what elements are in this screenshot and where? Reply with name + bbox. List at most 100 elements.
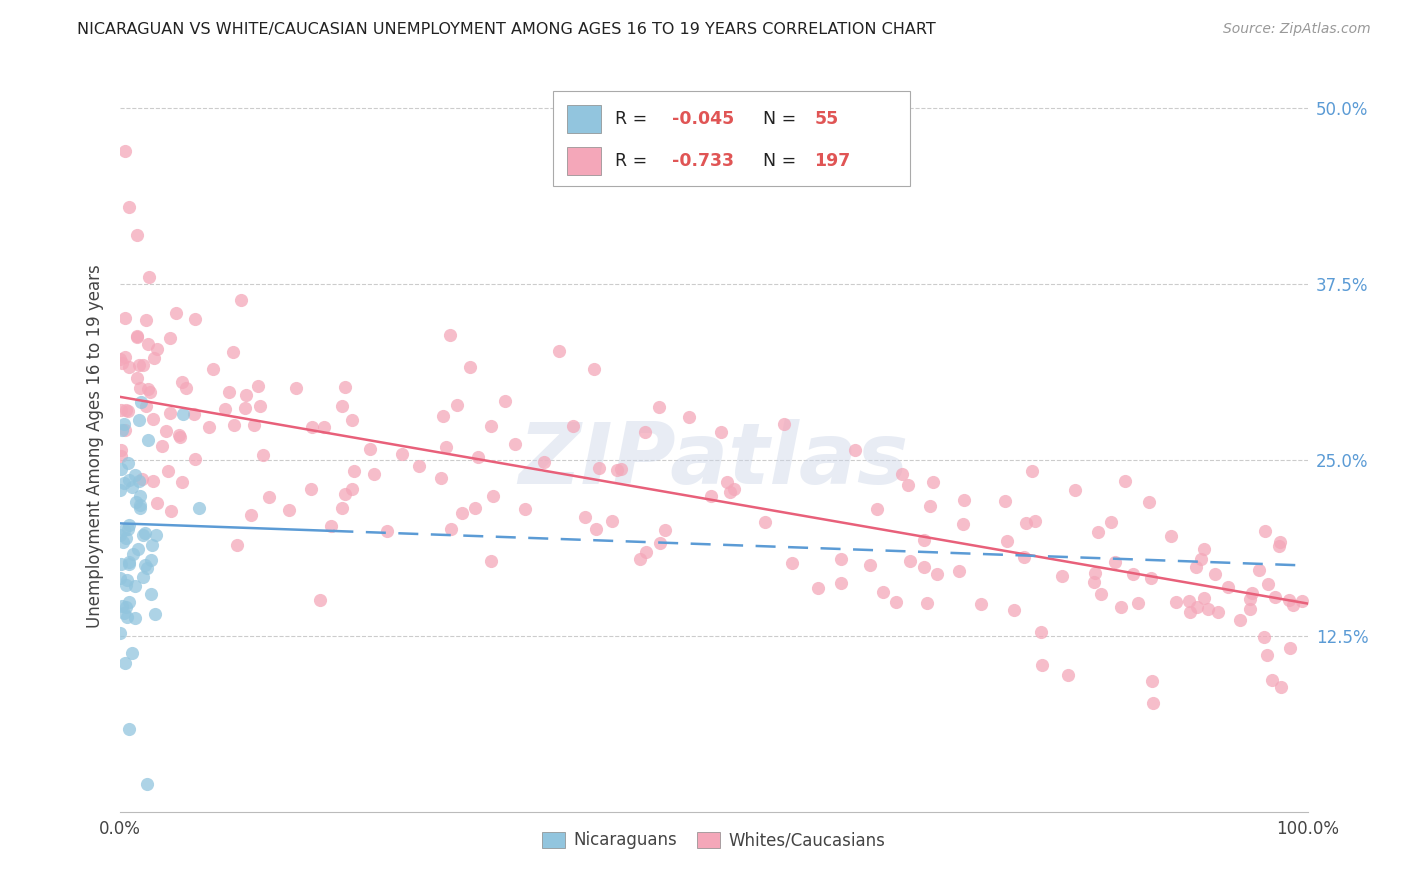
Point (1192, 542, 1215, 557)
Point (114, 423, 136, 437)
Point (1267, 540, 1289, 554)
Point (111, 599, 134, 613)
Point (108, 528, 131, 542)
Point (1257, 576, 1279, 591)
Point (127, 227, 149, 242)
Legend: Nicaraguans, Whites/Caucasians: Nicaraguans, Whites/Caucasians (534, 825, 893, 856)
Point (1254, 524, 1277, 538)
Point (183, 407, 205, 421)
Point (891, 467, 914, 481)
Point (124, 579, 146, 593)
Point (343, 464, 366, 478)
Point (118, 517, 141, 532)
Point (723, 482, 745, 496)
Point (233, 401, 256, 415)
Point (201, 362, 224, 376)
Point (108, 571, 131, 585)
Point (922, 475, 945, 490)
Point (439, 327, 461, 342)
Point (432, 409, 454, 423)
Point (1291, 593, 1313, 607)
FancyBboxPatch shape (568, 147, 600, 175)
Point (117, 404, 139, 418)
Point (218, 385, 240, 400)
Point (112, 417, 135, 432)
Point (285, 381, 308, 395)
Point (172, 475, 194, 490)
Point (1160, 529, 1182, 543)
Point (1104, 555, 1126, 569)
Point (114, 144, 136, 158)
Point (1087, 524, 1109, 539)
Point (172, 407, 194, 421)
Point (139, 553, 162, 567)
Point (1137, 495, 1160, 509)
Point (115, 600, 138, 615)
Point (654, 523, 676, 537)
Point (299, 483, 322, 497)
Point (114, 350, 136, 364)
Point (1277, 592, 1299, 607)
Point (321, 519, 343, 533)
Point (1050, 568, 1073, 582)
Point (1012, 549, 1035, 564)
Point (139, 587, 162, 601)
Point (115, 609, 138, 624)
Point (1253, 630, 1275, 644)
Point (1031, 658, 1053, 673)
Point (1140, 570, 1163, 584)
Point (138, 336, 160, 351)
Point (242, 418, 264, 433)
Point (312, 419, 335, 434)
Point (136, 434, 159, 448)
Point (807, 582, 830, 596)
Point (606, 463, 628, 477)
Point (648, 401, 671, 415)
Point (115, 577, 138, 591)
Point (515, 502, 537, 516)
Point (1164, 594, 1187, 608)
Point (994, 493, 1017, 508)
Point (125, 371, 148, 385)
Point (1114, 475, 1136, 489)
Point (1229, 614, 1251, 628)
Point (391, 447, 413, 461)
Point (363, 467, 385, 482)
Point (1197, 602, 1219, 616)
Point (1142, 696, 1164, 710)
Point (127, 541, 149, 556)
Point (375, 524, 398, 538)
Point (609, 462, 631, 476)
Point (1261, 673, 1284, 688)
Point (1021, 464, 1043, 478)
Point (330, 399, 353, 413)
Point (134, 526, 156, 541)
Point (308, 593, 330, 607)
Point (118, 473, 141, 487)
Point (866, 501, 889, 516)
Point (1185, 600, 1208, 615)
Point (1126, 595, 1149, 609)
Point (141, 538, 163, 552)
Text: R =: R = (614, 152, 652, 169)
Point (114, 310, 136, 325)
Point (128, 498, 150, 512)
Point (451, 506, 474, 520)
Point (1084, 566, 1107, 580)
Text: R =: R = (614, 110, 652, 128)
Point (121, 547, 143, 561)
Point (129, 500, 152, 515)
Point (128, 381, 150, 395)
Point (138, 270, 160, 285)
Point (440, 522, 463, 536)
Point (948, 564, 970, 578)
Point (446, 398, 468, 412)
Point (142, 411, 165, 425)
Point (479, 418, 502, 433)
Point (110, 449, 132, 463)
Point (125, 329, 148, 343)
Point (118, 200, 141, 214)
Text: N =: N = (763, 110, 803, 128)
Point (115, 402, 138, 417)
Point (467, 450, 489, 464)
